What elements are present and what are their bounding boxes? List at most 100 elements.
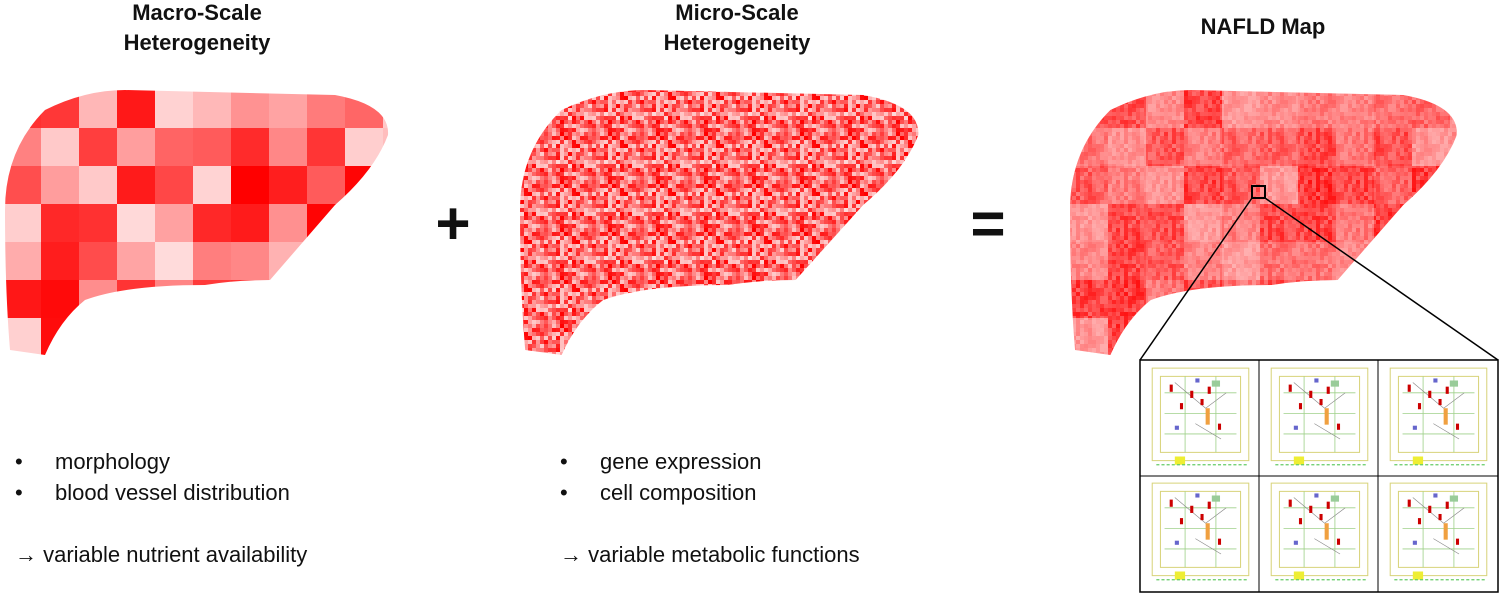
bullet-text: blood vessel distribution [55, 480, 290, 505]
panel-title: Macro-Scale [132, 0, 262, 25]
macro-block [41, 90, 79, 128]
macro-block [117, 90, 155, 128]
macro-block [383, 204, 389, 242]
macro-block [269, 318, 307, 355]
macro-block [307, 204, 345, 242]
conclusion: → variable nutrient availability [15, 542, 307, 567]
panel-title: Micro-Scale [675, 0, 799, 25]
inset-dividers [1140, 360, 1498, 592]
micro-liver [520, 90, 919, 355]
panel-title: Heterogeneity [664, 30, 811, 55]
macro-block [383, 166, 389, 204]
zoom-box [1251, 185, 1266, 199]
macro-block [345, 318, 383, 355]
macro-block [269, 128, 307, 166]
nafld-block [1336, 280, 1374, 318]
macro-block [193, 204, 231, 242]
macro-block [117, 318, 155, 355]
nafld-block [1298, 318, 1336, 355]
macro-block [269, 166, 307, 204]
macro-block [193, 166, 231, 204]
macro-block [79, 280, 117, 318]
macro-block [383, 128, 389, 166]
nafld-block [1298, 280, 1336, 318]
zoom-line [1139, 197, 1253, 361]
macro-block [117, 204, 155, 242]
macro-block [383, 318, 389, 355]
nafld-liver [1070, 90, 1457, 355]
macro-block [155, 166, 193, 204]
macro-block [345, 242, 383, 280]
nafld-block [1374, 242, 1412, 280]
nafld-block [1374, 280, 1412, 318]
macro-block [231, 204, 269, 242]
network-map [1143, 362, 1258, 475]
nafld-block [1184, 318, 1222, 355]
network-map [1381, 362, 1496, 475]
macro-block [193, 128, 231, 166]
macro-block [41, 280, 79, 318]
macro-block [307, 318, 345, 355]
macro-block [155, 280, 193, 318]
macro-block [383, 242, 389, 280]
macro-block [231, 318, 269, 355]
nafld-block [1450, 90, 1457, 128]
macro-block [117, 166, 155, 204]
nafld-block [1450, 204, 1457, 242]
macro-block [117, 128, 155, 166]
bullet-dot: • [560, 449, 568, 474]
macro-block [79, 242, 117, 280]
macro-block [79, 318, 117, 355]
macro-block [5, 280, 41, 318]
nafld-block [1222, 318, 1260, 355]
macro-block [155, 90, 193, 128]
nafld-block [1374, 318, 1412, 355]
macro-block [155, 204, 193, 242]
macro-block [193, 242, 231, 280]
micro-texture [520, 90, 919, 355]
network-map [1381, 477, 1496, 590]
macro-block [5, 90, 41, 128]
conclusion: → variable metabolic functions [560, 542, 860, 567]
macro-block [231, 90, 269, 128]
macro-block [345, 280, 383, 318]
macro-block [41, 242, 79, 280]
bullet-dot: • [15, 449, 23, 474]
macro-block [79, 166, 117, 204]
macro-block [155, 242, 193, 280]
macro-block [231, 128, 269, 166]
nafld-texture [1070, 90, 1457, 355]
bullet-text: gene expression [600, 449, 761, 474]
macro-block [307, 166, 345, 204]
bullet-dot: • [15, 480, 23, 505]
macro-block [269, 280, 307, 318]
network-map [1262, 477, 1377, 590]
zoom-line [1264, 197, 1499, 361]
macro-block [155, 128, 193, 166]
macro-block [79, 204, 117, 242]
macro-block [41, 128, 79, 166]
macro-liver [5, 90, 389, 355]
panel-title: NAFLD Map [1201, 14, 1326, 39]
nafld-block [1412, 204, 1450, 242]
macro-block [345, 128, 383, 166]
nafld-block [1260, 280, 1298, 318]
macro-block [41, 204, 79, 242]
macro-block [41, 166, 79, 204]
macro-block [345, 166, 383, 204]
macro-block [307, 242, 345, 280]
macro-block [307, 280, 345, 318]
macro-block [117, 280, 155, 318]
operator: = [970, 190, 1005, 257]
macro-block [155, 318, 193, 355]
macro-block [5, 166, 41, 204]
macro-block [269, 204, 307, 242]
macro-block [193, 90, 231, 128]
nafld-block [1450, 280, 1457, 318]
bullet-text: cell composition [600, 480, 757, 505]
nafld-block [1336, 318, 1374, 355]
nafld-block [1260, 318, 1298, 355]
metabolic-network-grid [1139, 359, 1499, 593]
panel-title: Heterogeneity [124, 30, 271, 55]
macro-block [231, 280, 269, 318]
